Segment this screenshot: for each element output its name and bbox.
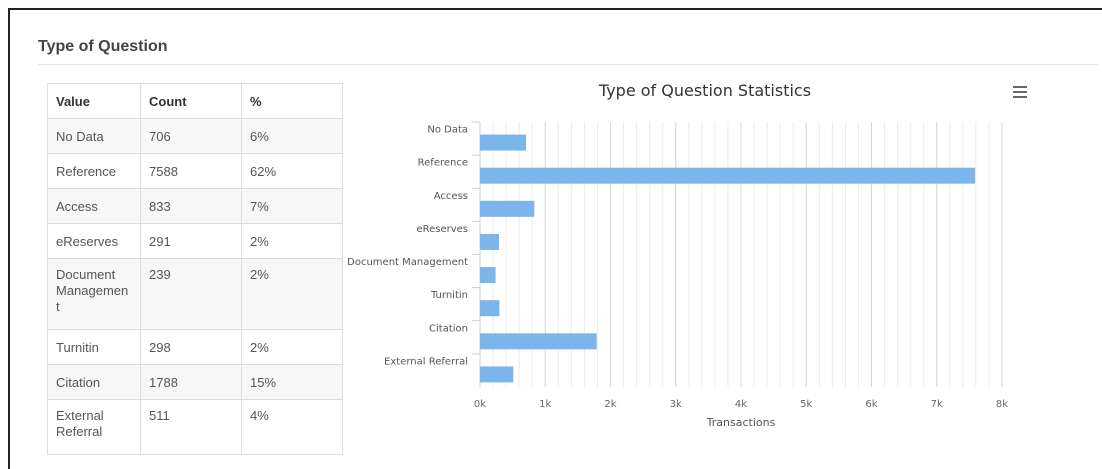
table-header-row: Value Count % <box>47 83 343 119</box>
cell-value: eReserves <box>47 223 141 259</box>
cell-value: Citation <box>47 364 141 400</box>
table-row: eReserves 291 2% <box>47 223 343 259</box>
cell-value: Turnitin <box>47 329 141 365</box>
y-category-label: Document Management <box>347 257 468 268</box>
cell-count: 298 <box>140 329 242 365</box>
x-tick-label: 8k <box>996 399 1008 410</box>
x-tick-label: 3k <box>670 399 682 410</box>
x-tick-label: 1k <box>539 399 551 410</box>
y-category-label: Turnitin <box>430 290 468 301</box>
cell-value: External Referral <box>47 399 141 455</box>
y-category-label: Reference <box>418 158 468 169</box>
cell-value: Document Managemen t <box>47 258 141 330</box>
cell-value: Access <box>47 188 141 224</box>
cell-value: Reference <box>47 153 141 189</box>
stats-table: Value Count % No Data 706 6% Reference 7… <box>47 83 343 455</box>
cell-value: No Data <box>47 118 141 154</box>
table-row: No Data 706 6% <box>47 118 343 154</box>
cell-percent: 62% <box>241 153 343 189</box>
y-category-label: External Referral <box>384 356 468 367</box>
cell-count: 833 <box>140 188 242 224</box>
cell-percent: 15% <box>241 364 343 400</box>
y-category-label: Citation <box>429 323 468 334</box>
table-row: Reference 7588 62% <box>47 153 343 189</box>
x-axis-title: Transactions <box>706 416 776 429</box>
y-category-label: No Data <box>427 125 468 136</box>
x-tick-label: 0k <box>474 399 486 410</box>
x-tick-label: 2k <box>604 399 616 410</box>
bar <box>480 366 514 383</box>
cell-percent: 2% <box>241 329 343 365</box>
x-tick-label: 6k <box>865 399 877 410</box>
table-row: Access 833 7% <box>47 188 343 224</box>
bar <box>480 300 500 317</box>
cell-count: 1788 <box>140 364 242 400</box>
bar-chart: 0k 1k 2k 3k 4k 5k 6k 7k 8k No Data Reference Access… <box>347 121 1008 429</box>
table-row: Turnitin 298 2% <box>47 329 343 365</box>
header-percent: % <box>241 83 343 119</box>
cell-count: 511 <box>140 399 242 455</box>
cell-percent: 2% <box>241 258 343 330</box>
cell-percent: 7% <box>241 188 343 224</box>
table-row: External Referral 511 4% <box>47 399 343 455</box>
bar <box>480 134 527 151</box>
hamburger-menu-icon[interactable] <box>1013 86 1027 98</box>
table-row: Citation 1788 15% <box>47 364 343 400</box>
section-title: Type of Question <box>38 38 168 55</box>
x-tick-label: 7k <box>931 399 943 410</box>
cell-count: 706 <box>140 118 242 154</box>
bar <box>480 200 535 217</box>
table-row: Document Managemen t 239 2% <box>47 258 343 330</box>
x-tick-label: 4k <box>735 399 747 410</box>
cell-percent: 2% <box>241 223 343 259</box>
bar <box>480 267 496 284</box>
chart-title: Type of Question Statistics <box>598 81 812 100</box>
cell-percent: 6% <box>241 118 343 154</box>
cell-count: 7588 <box>140 153 242 189</box>
bar <box>480 333 597 350</box>
section-divider <box>38 64 1098 65</box>
cell-count: 291 <box>140 223 242 259</box>
cell-count: 239 <box>140 258 242 330</box>
header-value: Value <box>47 83 141 119</box>
x-tick-label: 5k <box>800 399 812 410</box>
header-count: Count <box>140 83 242 119</box>
y-category-label: eReserves <box>416 224 468 235</box>
y-category-label: Access <box>434 191 468 202</box>
cell-percent: 4% <box>241 399 343 455</box>
bar <box>480 167 976 184</box>
bar <box>480 233 499 250</box>
